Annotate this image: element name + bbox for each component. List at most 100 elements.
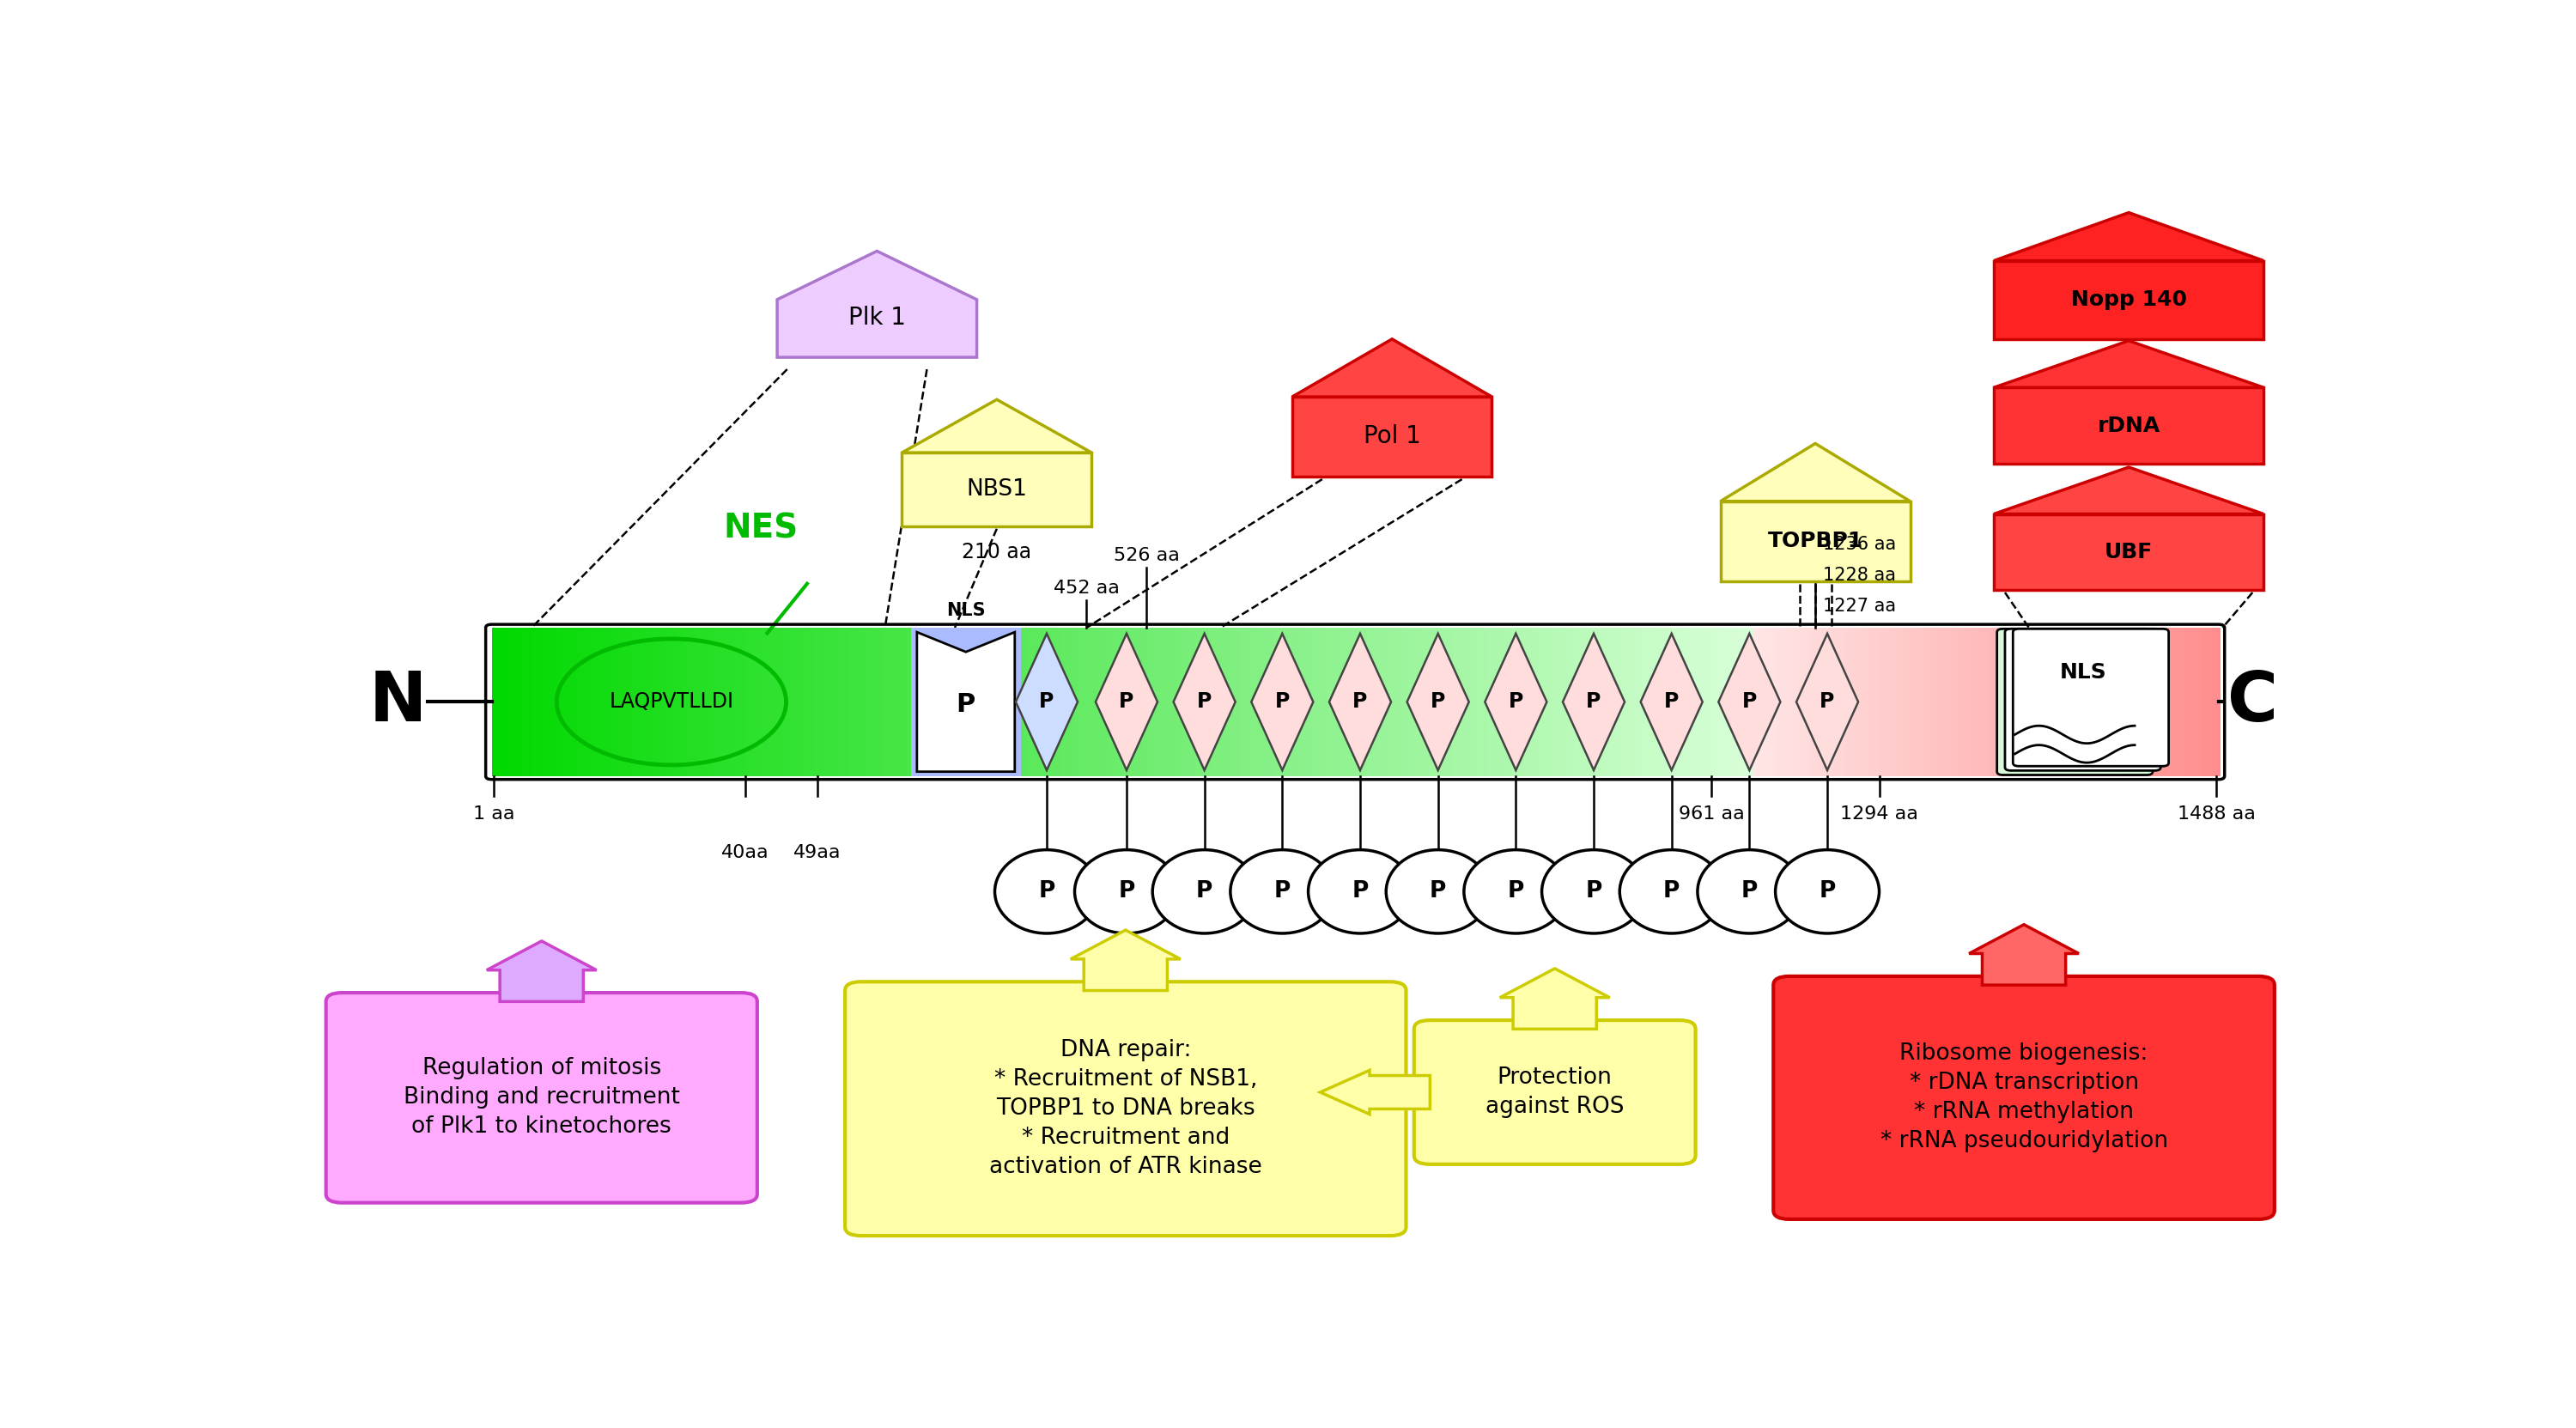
Bar bbox=[492, 628, 500, 777]
Text: 1236 aa: 1236 aa bbox=[1824, 536, 1896, 553]
Text: P: P bbox=[1741, 881, 1757, 902]
Bar bbox=[1247, 628, 1255, 777]
Bar bbox=[1193, 628, 1203, 777]
Bar bbox=[613, 628, 621, 777]
Ellipse shape bbox=[1775, 850, 1878, 934]
Bar bbox=[1643, 628, 1651, 777]
Bar bbox=[917, 628, 925, 777]
Bar bbox=[1932, 628, 1940, 777]
Bar bbox=[2035, 628, 2043, 777]
Polygon shape bbox=[1406, 634, 1468, 770]
Bar bbox=[1430, 628, 1437, 777]
Bar bbox=[902, 628, 909, 777]
Bar bbox=[567, 628, 574, 777]
Bar bbox=[2120, 628, 2128, 777]
Bar bbox=[1999, 628, 2007, 777]
Bar bbox=[912, 628, 1020, 777]
Bar bbox=[2115, 628, 2123, 777]
Bar bbox=[1953, 628, 1960, 777]
Bar bbox=[1803, 628, 1811, 777]
Text: P: P bbox=[1664, 881, 1680, 902]
Text: DNA repair:
* Recruitment of NSB1,
TOPBP1 to DNA breaks
* Recruitment and
activa: DNA repair: * Recruitment of NSB1, TOPBP… bbox=[989, 1040, 1262, 1178]
Text: P: P bbox=[1038, 881, 1056, 902]
Bar bbox=[2097, 628, 2105, 777]
Bar bbox=[1839, 628, 1847, 777]
Polygon shape bbox=[1095, 634, 1157, 770]
Ellipse shape bbox=[1543, 850, 1646, 934]
Polygon shape bbox=[1994, 213, 2264, 261]
Bar bbox=[1141, 628, 1149, 777]
Bar bbox=[739, 628, 747, 777]
Bar bbox=[2063, 628, 2071, 777]
Bar bbox=[1345, 628, 1352, 777]
Bar bbox=[958, 628, 966, 777]
Text: P: P bbox=[1819, 691, 1834, 713]
Bar bbox=[1960, 628, 1968, 777]
Bar bbox=[1625, 628, 1633, 777]
Bar bbox=[1878, 628, 1886, 777]
Bar bbox=[2179, 628, 2187, 777]
Bar bbox=[1994, 514, 2264, 590]
Bar bbox=[1551, 628, 1558, 777]
Bar bbox=[2105, 628, 2112, 777]
Polygon shape bbox=[1015, 634, 1077, 770]
Bar bbox=[726, 628, 737, 777]
Bar bbox=[1976, 628, 1984, 777]
Bar bbox=[693, 628, 701, 777]
Bar bbox=[1873, 628, 1880, 777]
Bar bbox=[809, 628, 817, 777]
Bar bbox=[1337, 628, 1345, 777]
Bar bbox=[721, 628, 729, 777]
Bar bbox=[1984, 628, 1991, 777]
Bar bbox=[1103, 628, 1110, 777]
Bar bbox=[1579, 628, 1587, 777]
Bar bbox=[1200, 628, 1208, 777]
Bar bbox=[1350, 628, 1358, 777]
Ellipse shape bbox=[1151, 850, 1257, 934]
Bar bbox=[1388, 628, 1396, 777]
Text: P: P bbox=[1195, 881, 1213, 902]
Bar bbox=[1211, 628, 1218, 777]
Bar bbox=[526, 628, 533, 777]
Bar bbox=[1517, 628, 1525, 777]
Bar bbox=[1752, 628, 1759, 777]
Text: P: P bbox=[1430, 691, 1445, 713]
Bar bbox=[832, 628, 840, 777]
Bar bbox=[1901, 628, 1909, 777]
Bar bbox=[623, 628, 631, 777]
Bar bbox=[1620, 628, 1628, 777]
Bar bbox=[1834, 628, 1842, 777]
Bar bbox=[688, 628, 696, 777]
Bar bbox=[2172, 628, 2179, 777]
Bar bbox=[1066, 628, 1074, 777]
Text: C: C bbox=[2228, 668, 2277, 735]
Bar bbox=[1355, 628, 1363, 777]
Bar bbox=[907, 628, 914, 777]
Bar bbox=[502, 628, 510, 777]
Bar bbox=[1332, 628, 1340, 777]
Bar bbox=[1466, 628, 1473, 777]
Bar bbox=[520, 628, 528, 777]
Bar bbox=[1486, 628, 1494, 777]
Text: NLS: NLS bbox=[2058, 663, 2107, 683]
Bar bbox=[922, 628, 930, 777]
Bar bbox=[1597, 628, 1605, 777]
Bar bbox=[2058, 628, 2066, 777]
Bar bbox=[935, 628, 943, 777]
Bar bbox=[1476, 628, 1484, 777]
Ellipse shape bbox=[1698, 850, 1801, 934]
Bar bbox=[1079, 628, 1087, 777]
Bar bbox=[1177, 628, 1185, 777]
Bar bbox=[1453, 628, 1461, 777]
Bar bbox=[1705, 628, 1713, 777]
Bar bbox=[1672, 628, 1680, 777]
Bar bbox=[1020, 628, 1028, 777]
Text: P: P bbox=[1664, 691, 1680, 713]
Bar bbox=[1293, 397, 1492, 477]
Bar bbox=[2040, 628, 2048, 777]
Bar bbox=[878, 628, 886, 777]
Text: P: P bbox=[1819, 881, 1837, 902]
Bar bbox=[1028, 628, 1036, 777]
Bar bbox=[2156, 628, 2164, 777]
Bar bbox=[992, 628, 999, 777]
